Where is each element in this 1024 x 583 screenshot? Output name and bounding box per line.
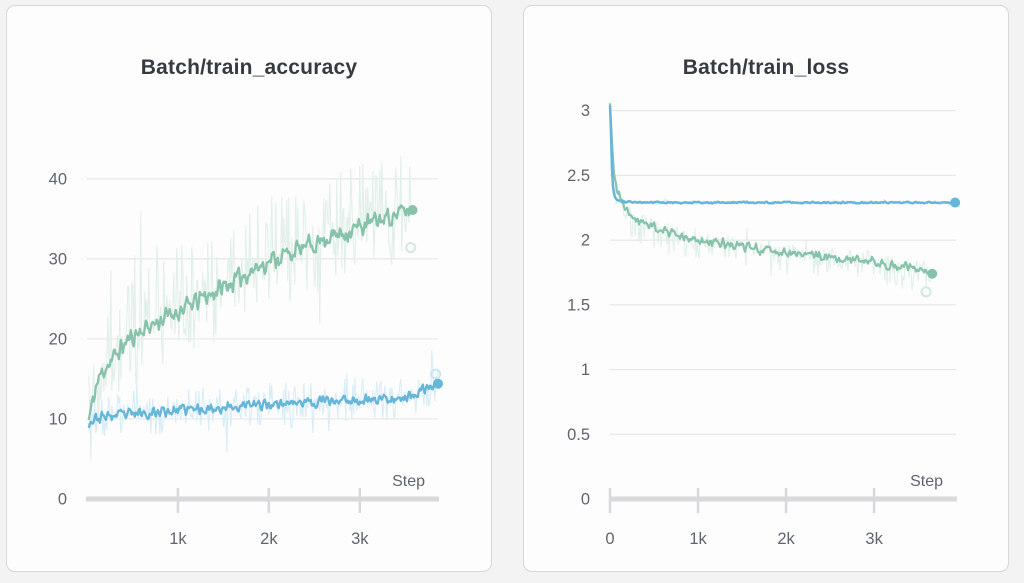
y-tick-label: 2.5 [567,167,590,185]
x-tick-label: 3k [865,530,883,548]
x-tick-label: 1k [689,530,707,548]
x-tick-label: 1k [169,530,187,548]
y-tick-label: 1 [581,361,590,379]
chart-title-train-accuracy: Batch/train_accuracy [140,56,358,79]
x-axis-label: Step [392,473,425,490]
endpoint-dot-blue-run[interactable] [950,197,961,208]
y-tick-label: 0 [58,491,67,509]
y-tick-label: 40 [49,170,67,188]
x-tick-label: 3k [351,530,369,548]
endpoint-dot-green-run[interactable] [927,268,938,279]
raw-endpoint-dot-blue-run [430,368,442,380]
y-tick-label: 30 [49,250,67,268]
y-tick-label: 0 [581,491,590,509]
raw-series-blue-run [609,105,956,207]
panel-batch-train-accuracy: Batch/train_accuracy 1k 2k 3k 0 10 20 30 40 Step [6,5,492,572]
raw-series-blue-run [88,350,439,453]
chart-title-train-loss: Batch/train_loss [682,56,850,79]
x-tick-label: 2k [777,530,795,548]
train-loss-chart[interactable]: 0 1k 2k 3k 0 0.5 1 1.5 2 2.5 3 Step [524,6,1008,571]
panel-batch-train-loss: Batch/train_loss 0 1k 2k 3k 0 0.5 1 1.5 2 2.5 3 Ste… [523,5,1009,572]
x-tick-label: 0 [605,530,614,548]
endpoint-dot-green-run[interactable] [407,205,418,216]
y-tick-label: 1.5 [567,296,590,314]
smoothed-series-green-run [87,204,413,421]
y-tick-label: 10 [49,410,67,428]
y-tick-label: 2 [581,232,590,250]
train-accuracy-chart[interactable]: 1k 2k 3k 0 10 20 30 40 Step [7,6,491,571]
smoothed-series-blue-run [608,105,956,205]
x-tick-label: 2k [260,530,278,548]
y-tick-label: 3 [581,102,590,120]
smoothed-series-blue-run [87,380,439,429]
y-tick-label: 20 [49,330,67,348]
raw-series-green-run [88,155,413,461]
smoothed-series-green-run [608,103,933,275]
endpoint-dot-blue-run[interactable] [433,378,443,389]
raw-endpoint-dot-green-run [920,286,932,298]
raw-endpoint-dot-green-run [405,242,417,254]
y-tick-label: 0.5 [567,426,590,444]
x-axis-label: Step [910,473,943,490]
